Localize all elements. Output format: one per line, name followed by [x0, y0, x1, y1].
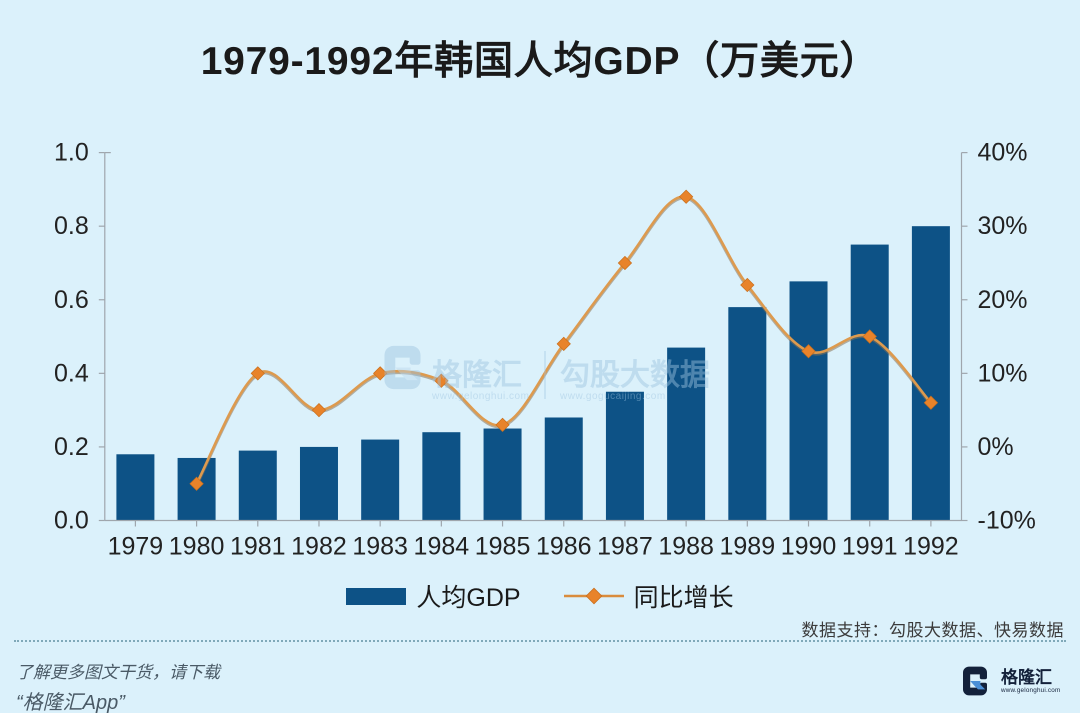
svg-text:10%: 10% [978, 359, 1028, 387]
svg-text:0.4: 0.4 [54, 359, 89, 387]
svg-text:www.gogucaijing.com: www.gogucaijing.com [559, 391, 666, 402]
svg-text:www.gelonghui.com: www.gelonghui.com [431, 391, 529, 402]
svg-text:0%: 0% [978, 433, 1014, 461]
svg-text:1984: 1984 [414, 533, 470, 561]
svg-text:1992: 1992 [903, 533, 959, 561]
svg-text:1.0: 1.0 [54, 139, 89, 167]
svg-text:www.gelonghui.com: www.gelonghui.com [1000, 687, 1060, 694]
svg-text:1988: 1988 [658, 533, 714, 561]
svg-text:1987: 1987 [597, 533, 653, 561]
svg-text:1981: 1981 [230, 533, 286, 561]
svg-text:1982: 1982 [291, 533, 347, 561]
svg-text:40%: 40% [978, 139, 1028, 167]
svg-text:0.6: 0.6 [54, 286, 89, 314]
svg-text:20%: 20% [978, 286, 1028, 314]
svg-text:-10%: -10% [978, 507, 1036, 535]
svg-text:勾股大数据: 勾股大数据 [560, 359, 710, 392]
svg-text:0.2: 0.2 [54, 433, 89, 461]
svg-text:1989: 1989 [720, 533, 776, 561]
svg-text:0.0: 0.0 [54, 507, 89, 535]
svg-text:格隆汇: 格隆汇 [1001, 667, 1052, 687]
svg-text:格隆汇: 格隆汇 [432, 359, 522, 392]
svg-text:1985: 1985 [475, 533, 531, 561]
svg-text:1983: 1983 [352, 533, 408, 561]
svg-text:30%: 30% [978, 212, 1028, 240]
svg-text:1990: 1990 [781, 533, 837, 561]
svg-text:0.8: 0.8 [54, 212, 89, 240]
svg-text:1979: 1979 [108, 533, 164, 561]
svg-text:1980: 1980 [169, 533, 225, 561]
svg-text:1986: 1986 [536, 533, 592, 561]
svg-text:1991: 1991 [842, 533, 898, 561]
